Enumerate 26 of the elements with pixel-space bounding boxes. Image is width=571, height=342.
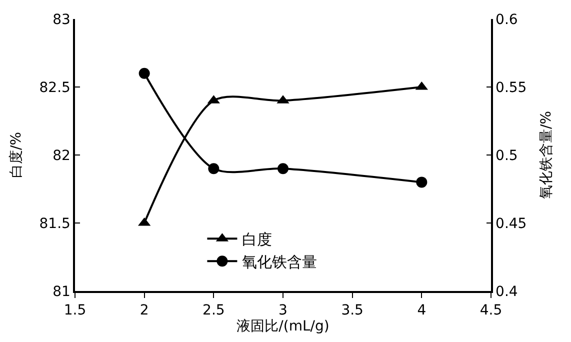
y-tick-label: 82.5 <box>39 80 70 96</box>
legend-label: 白度 <box>242 230 272 248</box>
legend-label: 氧化铁含量 <box>242 253 318 271</box>
y2-tick-label: 0.45 <box>496 216 527 232</box>
y-tick-label: 82 <box>52 148 70 164</box>
point <box>278 163 288 174</box>
y2-tick-label: 0.6 <box>496 12 518 28</box>
x-tick-label: 3 <box>278 302 288 319</box>
point <box>138 68 150 79</box>
x-tick-label: 2.5 <box>202 302 225 319</box>
x-axis-title: 液固比/(mL/g) <box>236 318 330 335</box>
x-tick-label: 2 <box>140 302 149 319</box>
y2-axis-title: 氧化铁含量/% <box>538 110 555 200</box>
y-tick-label: 81.5 <box>39 216 70 232</box>
y2-tick-label: 0.55 <box>496 80 527 96</box>
x-tick-label: 4.5 <box>480 302 502 319</box>
x-tick-label: 1.5 <box>64 302 86 319</box>
y2-tick-label: 0.5 <box>496 148 518 164</box>
y-tick-label: 81 <box>52 284 70 300</box>
y-tick-label: 83 <box>52 12 70 28</box>
x-tick-label: 4 <box>417 302 426 319</box>
point <box>208 163 220 174</box>
point <box>416 176 428 188</box>
y2-tick-label: 0.4 <box>496 284 518 300</box>
y-axis-title: 白度/% <box>8 132 24 178</box>
x-tick-label: 3.5 <box>341 302 364 319</box>
